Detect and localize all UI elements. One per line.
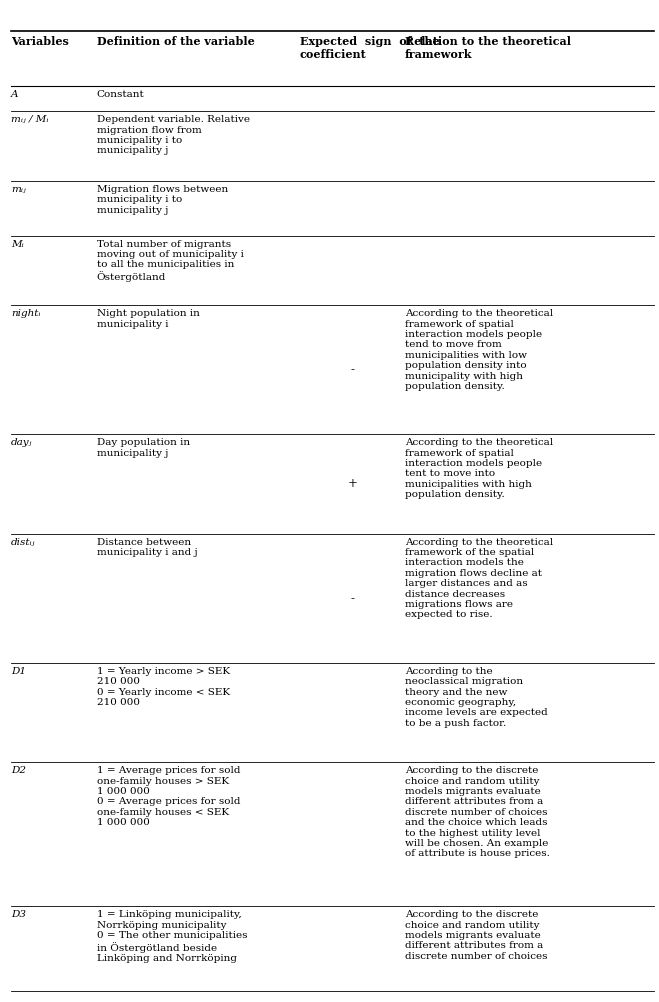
Text: 1 = Yearly income > SEK
210 000
0 = Yearly income < SEK
210 000: 1 = Yearly income > SEK 210 000 0 = Year… [96, 666, 230, 707]
Text: D3: D3 [11, 910, 26, 919]
Text: D2: D2 [11, 767, 26, 776]
Text: A: A [11, 90, 18, 99]
Text: distᵢⱼ: distᵢⱼ [11, 538, 36, 547]
Text: According to the
neoclassical migration
theory and the new
economic geography,
i: According to the neoclassical migration … [405, 666, 548, 727]
Text: dayⱼ: dayⱼ [11, 438, 32, 447]
Text: D1: D1 [11, 666, 26, 675]
Text: +: + [347, 478, 357, 490]
Text: According to the discrete
choice and random utility
models migrants evaluate
dif: According to the discrete choice and ran… [405, 767, 550, 859]
Text: Total number of migrants
moving out of municipality i
to all the municipalities : Total number of migrants moving out of m… [96, 239, 243, 283]
Text: Mᵢ: Mᵢ [11, 239, 24, 248]
Text: Migration flows between
municipality i to
municipality j: Migration flows between municipality i t… [96, 184, 228, 214]
Text: Distance between
municipality i and j: Distance between municipality i and j [96, 538, 197, 557]
Text: 1 = Average prices for sold
one-family houses > SEK
1 000 000
0 = Average prices: 1 = Average prices for sold one-family h… [96, 767, 240, 827]
Text: According to the theoretical
framework of spatial
interaction models people
tend: According to the theoretical framework o… [405, 310, 553, 391]
Text: According to the discrete
choice and random utility
models migrants evaluate
dif: According to the discrete choice and ran… [405, 910, 548, 961]
Text: Definition of the variable: Definition of the variable [96, 36, 254, 47]
Text: Night population in
municipality i: Night population in municipality i [96, 310, 200, 329]
Text: -: - [351, 592, 355, 605]
Text: Relation to the theoretical
framework: Relation to the theoretical framework [405, 36, 571, 60]
Text: According to the theoretical
framework of spatial
interaction models people
tent: According to the theoretical framework o… [405, 438, 553, 499]
Text: mᵢⱼ: mᵢⱼ [11, 184, 26, 193]
Text: Dependent variable. Relative
migration flow from
municipality i to
municipality : Dependent variable. Relative migration f… [96, 115, 250, 155]
Text: According to the theoretical
framework of the spatial
interaction models the
mig: According to the theoretical framework o… [405, 538, 553, 619]
Text: -: - [351, 363, 355, 376]
Text: nightᵢ: nightᵢ [11, 310, 41, 319]
Text: Constant: Constant [96, 90, 144, 99]
Text: 1 = Linköping municipality,
Norrköping municipality
0 = The other municipalities: 1 = Linköping municipality, Norrköping m… [96, 910, 247, 963]
Text: Day population in
municipality j: Day population in municipality j [96, 438, 190, 458]
Text: mᵢⱼ / Mᵢ: mᵢⱼ / Mᵢ [11, 115, 49, 124]
Text: Expected  sign  of  the
coefficient: Expected sign of the coefficient [300, 36, 440, 60]
Text: Variables: Variables [11, 36, 69, 47]
